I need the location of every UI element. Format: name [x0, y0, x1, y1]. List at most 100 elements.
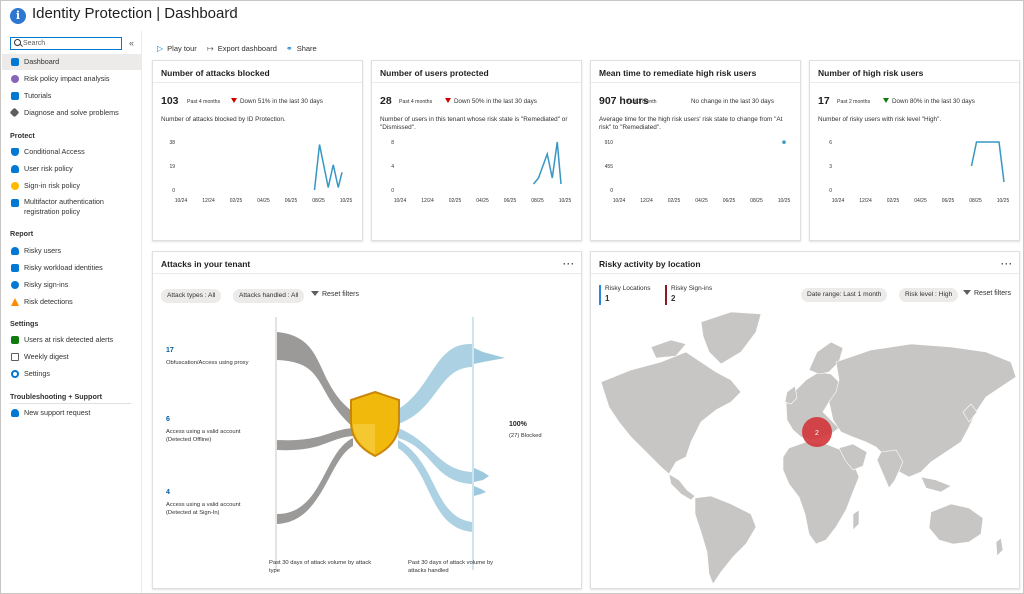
x-tick-label: 10/25 — [340, 198, 353, 204]
workload-icon — [11, 264, 19, 272]
kpi-period: Past 4 months — [399, 99, 433, 105]
share-button[interactable]: ⚭ Share — [286, 44, 317, 53]
legend-swatch-signins — [665, 285, 667, 305]
title-divider — [810, 82, 1019, 83]
sidebar-item-label: Sign-in risk policy — [24, 181, 80, 190]
reset-filters-button[interactable]: Reset filters — [963, 290, 1011, 297]
y-tick-label: 38 — [169, 140, 175, 146]
flow-blocked-3 — [398, 440, 472, 532]
sidebar-item-dashboard[interactable]: Dashboard — [2, 54, 141, 70]
sidebar-item-label: Tutorials — [24, 91, 52, 100]
x-tick-label: 10/24 — [832, 198, 845, 204]
wrench-icon — [9, 107, 20, 118]
export-dashboard-button[interactable]: ↦ Export dashboard — [207, 44, 277, 53]
sidebar-item-risky-workload[interactable]: Risky workload identities — [2, 260, 141, 276]
series-line — [313, 144, 343, 191]
y-tick-label: 455 — [605, 164, 614, 170]
nav-heading-support: Troubleshooting + Support — [10, 392, 103, 401]
series-line — [970, 141, 1005, 183]
world-map: 2 — [600, 311, 1017, 585]
series-line — [532, 141, 562, 185]
attacks-more-icon[interactable]: ··· — [563, 259, 575, 269]
sidebar-item-risky-signins[interactable]: Risky sign-ins — [2, 277, 141, 293]
sidebar-item-signin-risk-policy[interactable]: Sign-in risk policy — [2, 178, 141, 194]
reset-filters-button[interactable]: Reset filters — [311, 291, 359, 298]
nav-divider — [10, 403, 131, 404]
map-south-america — [694, 495, 757, 585]
title-divider — [591, 273, 1019, 274]
y-tick-label: 0 — [610, 188, 613, 194]
foot-attacks-handled: Past 30 days of attack volume by attacks… — [408, 560, 494, 574]
kpi-value: 103 — [161, 95, 179, 107]
kpi-trend: Down 51% in the last 30 days — [231, 98, 323, 105]
collapse-sidebar-icon[interactable]: « — [129, 38, 135, 48]
sidebar-item-label: Diagnose and solve problems — [24, 108, 119, 117]
title-divider — [372, 82, 581, 83]
risk-bubble[interactable] — [802, 417, 832, 447]
map-arctic-islands — [650, 339, 687, 359]
sidebar-item-risk-policy-impact[interactable]: Risk policy impact analysis — [2, 71, 141, 87]
x-tick-label: 10/24 — [175, 198, 188, 204]
y-tick-label: 6 — [829, 140, 832, 146]
search-input[interactable]: Search — [10, 37, 122, 50]
share-icon: ⚭ — [286, 44, 293, 53]
sidebar-item-conditional-access[interactable]: Conditional Access — [2, 144, 141, 160]
title-divider — [591, 82, 800, 83]
x-tick-label: 12/24 — [859, 198, 872, 204]
date-range-filter[interactable]: Date range: Last 1 month — [801, 288, 888, 302]
x-tick-label: 10/25 — [559, 198, 572, 204]
sidebar-item-users-at-risk-alerts[interactable]: Users at risk detected alerts — [2, 332, 141, 348]
kpi-description: Number of users in this tenant whose ris… — [380, 116, 568, 131]
trend-text: No change in the last 30 days — [691, 98, 774, 105]
handled-label: (27) Blocked — [509, 433, 542, 439]
export-label: Export dashboard — [217, 44, 277, 53]
trend-down-green-icon — [883, 98, 889, 103]
user-icon — [11, 247, 19, 255]
sidebar-item-diagnose[interactable]: Diagnose and solve problems — [2, 105, 141, 121]
sidebar-item-user-risk-policy[interactable]: User risk policy — [2, 161, 141, 177]
sidebar-item-tutorials[interactable]: Tutorials — [2, 88, 141, 104]
dashboard-icon — [11, 58, 19, 66]
kpi-value: 907 hours — [599, 95, 649, 107]
attacks-sankey — [275, 317, 505, 570]
key-icon — [11, 182, 19, 190]
book-icon — [11, 92, 19, 100]
card-attacks-blocked: Number of attacks blocked 103 Past 4 month… — [152, 60, 363, 293]
map-scandinavia — [808, 341, 844, 375]
play-tour-button[interactable]: ▷ Play tour — [157, 44, 197, 53]
map-greenland — [700, 311, 762, 365]
signin-icon — [11, 281, 19, 289]
x-tick-label: 08/25 — [312, 198, 325, 204]
nav-heading-settings: Settings — [10, 319, 39, 328]
sidebar-item-risky-users[interactable]: Risky users — [2, 243, 141, 259]
sidebar-item-settings[interactable]: Settings — [2, 366, 141, 382]
title-more-icon[interactable]: ··· — [224, 4, 237, 15]
sidebar-item-risk-detections[interactable]: Risk detections — [2, 294, 141, 310]
x-tick-label: 02/25 — [230, 198, 243, 204]
handled-percent: 100% — [509, 421, 527, 428]
mfa-icon — [11, 199, 19, 207]
export-icon: ↦ — [207, 44, 214, 53]
alert-icon — [11, 336, 19, 344]
attacks-handled-filter[interactable]: Attacks handled : All — [233, 289, 305, 303]
kpi-trend: Down 50% in the last 30 days — [445, 98, 537, 105]
x-tick-label: 06/25 — [723, 198, 736, 204]
kpi-period: Past 4 months — [187, 99, 221, 105]
risky-location-more-icon[interactable]: ··· — [1001, 259, 1013, 269]
kpi-description: Number of risky users with risk level "H… — [818, 116, 942, 123]
x-tick-label: 12/24 — [640, 198, 653, 204]
attack-types-filter[interactable]: Attack types : All — [161, 289, 222, 303]
map-asia — [828, 343, 1017, 478]
map-japan — [962, 403, 978, 423]
y-tick-label: 0 — [172, 188, 175, 194]
map-north-america — [600, 351, 742, 475]
sidebar-item-mfa-registration[interactable]: Multifactor authentication registration … — [2, 196, 141, 218]
kpi-description: Number of attacks blocked by ID Protecti… — [161, 116, 286, 123]
sidebar-item-weekly-digest[interactable]: Weekly digest — [2, 349, 141, 365]
sidebar-item-label: Dashboard — [24, 57, 60, 66]
risk-level-filter[interactable]: Risk level : High — [899, 288, 959, 302]
card-high-risk-users: Number of high risk users 17 Past 2 months… — [809, 60, 1020, 293]
kpi-value: 28 — [380, 95, 392, 107]
sidebar-item-new-support-request[interactable]: New support request — [2, 405, 141, 421]
attack-type-label: Access using a valid account (Detected O… — [166, 429, 241, 443]
